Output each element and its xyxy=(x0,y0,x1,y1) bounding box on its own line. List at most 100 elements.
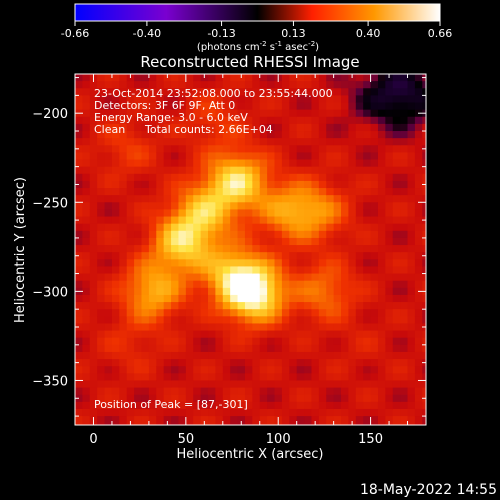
heatmap-cell xyxy=(348,237,357,246)
heatmap-cell xyxy=(377,394,386,403)
heatmap-cell xyxy=(385,195,394,203)
heatmap-cell xyxy=(392,252,401,260)
heatmap-cell xyxy=(82,223,91,232)
heatmap-cell xyxy=(237,366,246,374)
heatmap-cell xyxy=(259,216,268,225)
heatmap-cell xyxy=(296,302,305,310)
heatmap-cell xyxy=(318,344,327,353)
heatmap-cell xyxy=(385,202,394,211)
heatmap-cell xyxy=(148,380,157,389)
heatmap-cell xyxy=(141,245,150,253)
heatmap-cell xyxy=(304,74,313,82)
heatmap-cell xyxy=(414,216,423,225)
heatmap-cell xyxy=(200,188,209,196)
heatmap-cell xyxy=(259,88,268,96)
heatmap-cell xyxy=(134,344,143,353)
heatmap-cell xyxy=(267,102,276,111)
heatmap-cell xyxy=(392,280,401,289)
heatmap-cell xyxy=(370,145,379,153)
heatmap-cell xyxy=(200,394,209,403)
heatmap-cell xyxy=(377,88,386,96)
heatmap-cell xyxy=(126,145,135,153)
heatmap-cell xyxy=(414,145,423,153)
heatmap-cell xyxy=(104,387,113,396)
heatmap-cell xyxy=(333,152,342,161)
heatmap-cell xyxy=(193,188,202,196)
heatmap-cell xyxy=(126,173,135,182)
heatmap-cell xyxy=(355,102,364,111)
heatmap-cell xyxy=(407,230,416,239)
heatmap-cell xyxy=(222,202,231,211)
heatmap-cell xyxy=(141,330,150,339)
heatmap-cell xyxy=(348,337,357,346)
heatmap-cell xyxy=(163,223,172,232)
heatmap-cell xyxy=(252,109,261,118)
heatmap-cell xyxy=(318,351,327,360)
heatmap-cell xyxy=(400,216,409,225)
heatmap-cell xyxy=(422,138,426,146)
heatmap-cell xyxy=(252,138,261,146)
heatmap-cell xyxy=(326,145,335,153)
heatmap-cell xyxy=(208,273,216,282)
heatmap-cell xyxy=(215,280,224,289)
heatmap-cell xyxy=(215,245,224,253)
heatmap-cell xyxy=(422,294,426,303)
heatmap-cell xyxy=(119,230,128,239)
heatmap-cell xyxy=(97,109,106,118)
heatmap-cell xyxy=(414,138,423,146)
heatmap-cell xyxy=(75,330,83,339)
heatmap-cell xyxy=(215,166,224,175)
heatmap-cell xyxy=(259,116,268,125)
heatmap-cell xyxy=(97,166,106,175)
heatmap-cell xyxy=(126,309,135,317)
heatmap-cell xyxy=(407,309,416,317)
heatmap-cell xyxy=(244,81,253,89)
heatmap-cell xyxy=(75,401,83,410)
heatmap-cell xyxy=(377,408,386,417)
heatmap-cell xyxy=(119,323,128,332)
heatmap-cell xyxy=(82,287,91,296)
heatmap-cell xyxy=(392,266,401,275)
heatmap-cell xyxy=(274,123,283,132)
heatmap-cell xyxy=(111,408,120,417)
heatmap-cell xyxy=(363,323,372,332)
heatmap-cell xyxy=(333,394,342,403)
heatmap-cell xyxy=(318,380,327,389)
heatmap-cell xyxy=(348,166,357,175)
heatmap-cell xyxy=(363,116,372,125)
heatmap-cell xyxy=(318,330,327,339)
heatmap-cell xyxy=(75,273,83,282)
heatmap-cell xyxy=(237,131,246,139)
heatmap-cell xyxy=(363,131,372,139)
heatmap-cell xyxy=(237,109,246,118)
heatmap-cell xyxy=(414,351,423,360)
heatmap-cell xyxy=(400,302,409,310)
heatmap-cell xyxy=(311,387,320,396)
heatmap-cell xyxy=(156,423,165,425)
heatmap-cell xyxy=(318,116,327,125)
heatmap-cell xyxy=(134,159,143,168)
heatmap-cell xyxy=(259,351,268,360)
heatmap-cell xyxy=(156,81,165,89)
x-tick-label: 100 xyxy=(266,432,291,447)
heatmap-cell xyxy=(171,102,180,111)
heatmap-cell xyxy=(97,81,106,89)
heatmap-cell xyxy=(363,266,372,275)
heatmap-cell xyxy=(163,380,172,389)
heatmap-cell xyxy=(348,95,357,104)
heatmap-cell xyxy=(244,394,253,403)
heatmap-cell xyxy=(134,216,143,225)
heatmap-cell xyxy=(407,344,416,353)
heatmap-cell xyxy=(318,287,327,296)
heatmap-cell xyxy=(244,131,253,139)
heatmap-cell xyxy=(156,216,165,225)
heatmap-cell xyxy=(244,195,253,203)
heatmap-cell xyxy=(377,173,386,182)
heatmap-cell xyxy=(148,245,157,253)
heatmap-cell xyxy=(156,366,165,374)
heatmap-cell xyxy=(97,302,106,310)
heatmap-cell xyxy=(341,309,350,317)
heatmap-cell xyxy=(363,259,372,268)
heatmap-cell xyxy=(163,138,172,146)
heatmap-cell xyxy=(422,159,426,168)
